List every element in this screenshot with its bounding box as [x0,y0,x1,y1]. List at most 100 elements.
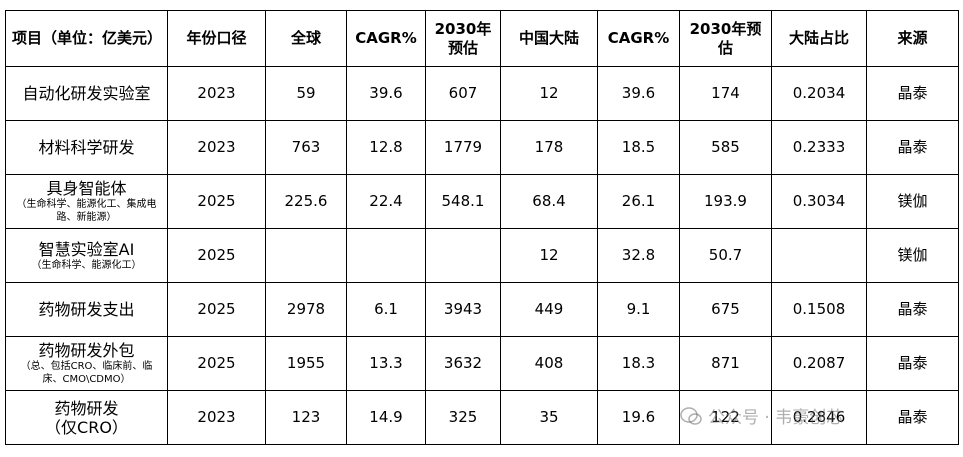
value-cell: 68.4 [500,174,598,229]
value-cell: 2025 [167,174,266,229]
item-label: 智慧实验室AI [38,239,135,259]
value-cell: 675 [679,282,772,337]
value-cell: 12 [500,228,598,283]
value-cell: 122 [679,390,772,445]
item-label: 药物研发外包 [38,341,135,360]
value-cell: 1779 [425,120,501,175]
header-cell: 年份口径 [167,10,266,67]
value-cell: 32.8 [597,228,680,283]
item-label: 药物研发 [54,398,119,418]
header-cell: 2030年预估 [679,10,772,67]
value-cell: 0.3034 [771,174,867,229]
value-cell: 镁伽 [866,228,959,283]
value-cell: 晶泰 [866,282,959,337]
value-cell: 585 [679,120,772,175]
item-label: （仅CRO） [45,417,128,437]
item-label: 自动化研发实验室 [22,84,151,103]
value-cell: 2025 [167,336,266,391]
empty-cell [265,228,347,283]
value-cell: 12 [500,66,598,121]
value-cell: 59 [265,66,347,121]
value-cell: 18.3 [597,336,680,391]
value-cell: 19.6 [597,390,680,445]
value-cell: 6.1 [346,282,426,337]
empty-cell [771,228,867,283]
table-row: 自动化研发实验室 2023 59 39.6 607 12 39.6 174 0.2034 晶泰 [5,66,959,121]
item-label: 药物研发支出 [38,300,135,319]
value-cell: 178 [500,120,598,175]
table-row: 药物研发外包 （总、包括CRO、临床前、临床、CMO\CDMO） 2025 1955 1… [5,336,959,391]
item-cell: 材料科学研发 [5,120,168,175]
table-row: 具身智能体 （生命科学、能源化工、集成电路、新能源） 2025 225.6 22.4 54… [5,174,959,229]
value-cell: 2023 [167,120,266,175]
value-cell: 193.9 [679,174,772,229]
data-table: 项目（单位：亿美元） 年份口径 全球 CAGR% 2030年预估 中国大陆 CAGR% 203… [5,10,959,445]
header-cell: 项目（单位：亿美元） [5,10,168,67]
value-cell: 2023 [167,66,266,121]
value-cell: 26.1 [597,174,680,229]
header-cell: 全球 [265,10,347,67]
value-cell: 325 [425,390,501,445]
value-cell: 12.8 [346,120,426,175]
table-body: 自动化研发实验室 2023 59 39.6 607 12 39.6 174 0.2034 晶泰 材料… [5,66,959,445]
header-cell: 2030年预估 [425,10,501,67]
item-note: （总、包括CRO、临床前、临床、CMO\CDMO） [20,361,153,385]
value-cell: 晶泰 [866,66,959,121]
item-label: 具身智能体 [46,179,127,198]
value-cell: 225.6 [265,174,347,229]
value-cell: 0.2034 [771,66,867,121]
value-cell: 镁伽 [866,174,959,229]
item-cell: 智慧实验室AI （生命科学、能源化工） [5,228,168,283]
value-cell: 14.9 [346,390,426,445]
value-cell: 晶泰 [866,120,959,175]
value-cell: 35 [500,390,598,445]
value-cell: 0.2846 [771,390,867,445]
header-cell: 中国大陆 [500,10,598,67]
value-cell: 123 [265,390,347,445]
value-cell: 39.6 [346,66,426,121]
value-cell: 13.3 [346,336,426,391]
table-row: 智慧实验室AI （生命科学、能源化工） 2025 12 32.8 50.7 镁伽 [5,228,959,283]
value-cell: 408 [500,336,598,391]
item-cell: 药物研发支出 [5,282,168,337]
value-cell: 0.2333 [771,120,867,175]
table-row: 药物研发支出 2025 2978 6.1 3943 449 9.1 675 0.1508 晶泰 [5,282,959,337]
table-row: 材料科学研发 2023 763 12.8 1779 178 18.5 585 0.2333 晶泰 [5,120,959,175]
value-cell: 39.6 [597,66,680,121]
value-cell: 3943 [425,282,501,337]
item-cell: 药物研发外包 （总、包括CRO、临床前、临床、CMO\CDMO） [5,336,168,391]
value-cell: 548.1 [425,174,501,229]
header-cell: CAGR% [597,10,680,67]
value-cell: 607 [425,66,501,121]
watermark: 公众号 · 韦豪创芯 [680,403,843,428]
value-cell: 0.1508 [771,282,867,337]
watermark-text: 公众号 · 韦豪创芯 [708,408,844,428]
item-cell: 药物研发 （仅CRO） [5,390,168,445]
value-cell: 3632 [425,336,501,391]
value-cell: 2025 [167,282,266,337]
item-cell: 具身智能体 （生命科学、能源化工、集成电路、新能源） [5,174,168,229]
value-cell: 1955 [265,336,347,391]
value-cell: 晶泰 [866,336,959,391]
value-cell: 晶泰 [866,390,959,445]
value-cell: 2978 [265,282,347,337]
item-label: 材料科学研发 [38,138,135,157]
item-cell: 自动化研发实验室 [5,66,168,121]
empty-cell [346,228,426,283]
value-cell: 871 [679,336,772,391]
value-cell: 2025 [167,228,266,283]
header-cell: 来源 [866,10,959,67]
wechat-icon [680,406,702,425]
table-row: 药物研发 （仅CRO） 2023 123 14.9 325 35 19.6 122 0.2846 晶… [5,390,959,445]
value-cell: 50.7 [679,228,772,283]
item-note: （生命科学、能源化工、集成电路、新能源） [16,199,157,223]
item-note: （生命科学、能源化工） [31,259,142,271]
value-cell: 18.5 [597,120,680,175]
empty-cell [425,228,501,283]
value-cell: 763 [265,120,347,175]
header-cell: 大陆占比 [771,10,867,67]
value-cell: 174 [679,66,772,121]
value-cell: 449 [500,282,598,337]
header-row: 项目（单位：亿美元） 年份口径 全球 CAGR% 2030年预估 中国大陆 CAGR% 203… [5,10,959,67]
